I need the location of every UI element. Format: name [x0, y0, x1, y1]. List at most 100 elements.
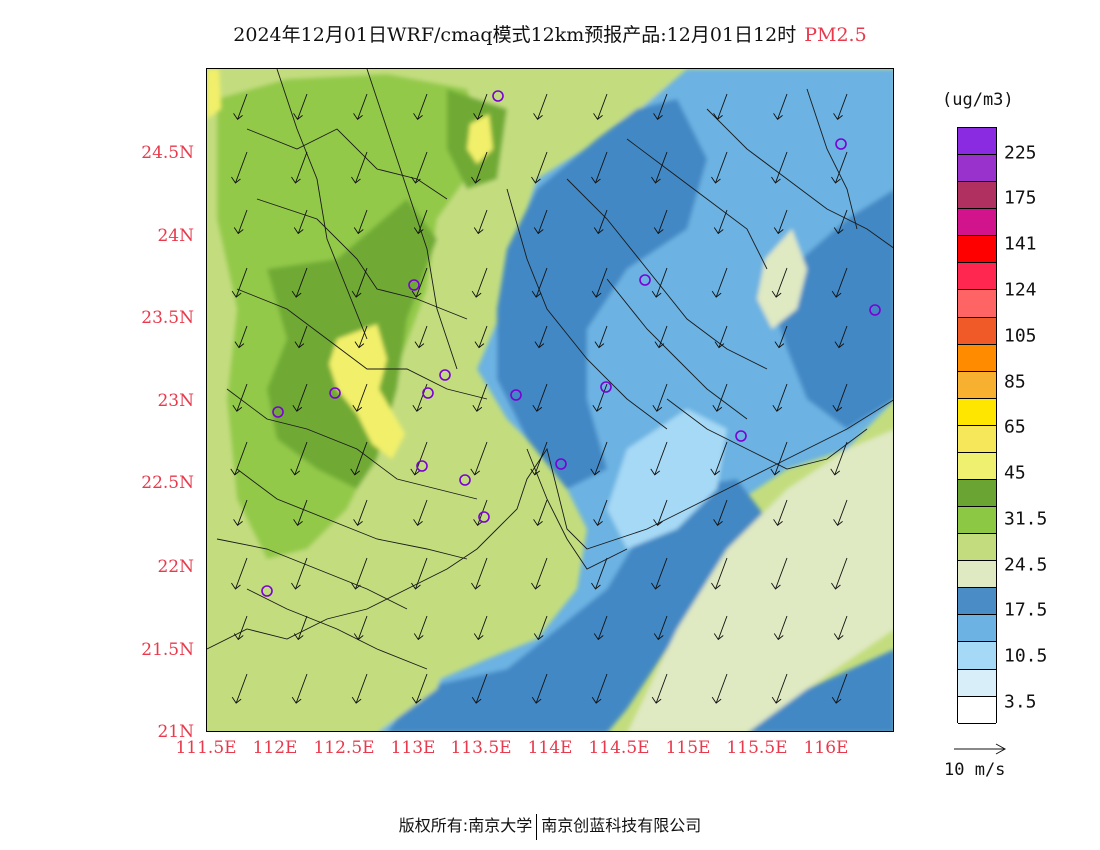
- wind-arrow-icon: [832, 383, 848, 412]
- legend-swatch: [958, 534, 996, 562]
- wind-arrow-icon: [771, 267, 788, 298]
- wind-arrow-icon: [650, 441, 668, 476]
- field-yellow-corner: [207, 69, 221, 119]
- lon-label-116: 116E: [803, 738, 849, 758]
- wind-arrow-icon: [591, 673, 608, 704]
- copyright-org2: 南京创蓝科技有限公司: [541, 816, 702, 835]
- wind-arrow-icon: [593, 93, 608, 121]
- field-green-south: [267, 589, 457, 731]
- wind-arrow-icon: [773, 209, 788, 235]
- lat-label-23.5: 23.5N: [141, 308, 194, 328]
- chart-title: 2024年12月01日WRF/cmaq模式12km预报产品:12月01日12时 P…: [0, 20, 1100, 47]
- station-marker-icon: [869, 304, 881, 316]
- lon-label-112.5: 112.5E: [313, 738, 375, 758]
- wind-arrow-icon: [291, 557, 308, 590]
- wind-arrow-icon: [411, 267, 428, 298]
- field-blue-dark-2: [767, 190, 893, 429]
- wind-arrow-icon: [413, 615, 428, 641]
- wind-arrow-icon: [833, 499, 848, 527]
- legend-swatch: [958, 507, 996, 535]
- wind-arrow-icon: [533, 499, 548, 527]
- wind-arrow-icon: [590, 441, 608, 476]
- legend-swatch: [958, 642, 996, 670]
- lon-label-112: 112E: [252, 738, 298, 758]
- wind-arrow-icon: [711, 267, 728, 298]
- station-marker-icon: [835, 138, 847, 150]
- wind-arrow-icon: [413, 93, 428, 121]
- lat-label-22: 22N: [157, 557, 194, 577]
- station-marker-icon: [492, 90, 504, 102]
- wind-arrow-icon: [470, 441, 488, 476]
- wind-arrow-icon: [591, 557, 608, 590]
- legend-label: 24.5: [1004, 554, 1048, 576]
- wind-arrow-icon: [653, 209, 668, 235]
- legend-swatch: [958, 588, 996, 616]
- lon-label-115: 115E: [665, 738, 711, 758]
- wind-arrow-icon: [353, 93, 368, 121]
- legend-label: 175: [1004, 187, 1037, 209]
- station-marker-icon: [439, 369, 451, 381]
- legend-swatch: [958, 128, 996, 156]
- field-blue-mid: [378, 69, 893, 731]
- legend-swatch: [958, 425, 996, 453]
- wind-arrow-icon: [651, 673, 668, 704]
- wind-arrow-icon: [591, 267, 608, 298]
- legend-label: 17.5: [1004, 599, 1048, 621]
- wind-arrow-icon: [711, 673, 728, 704]
- wind-arrow-icon: [714, 325, 728, 349]
- station-marker-icon: [459, 474, 471, 486]
- wind-arrow-icon: [773, 615, 788, 641]
- wind-arrow-icon: [293, 499, 308, 527]
- admin-boundaries: [216, 69, 893, 670]
- wind-arrow-icon: [233, 93, 248, 121]
- wind-arrow-icon: [231, 267, 248, 298]
- wind-arrow-icon: [413, 209, 428, 235]
- wind-scale-arrow-icon: [954, 743, 1007, 755]
- wind-arrow-icon: [411, 673, 428, 704]
- wind-arrow-icon: [711, 557, 728, 590]
- wind-arrow-icon: [531, 267, 548, 298]
- lat-label-24.5: 24.5N: [141, 143, 194, 163]
- wind-arrow-icon: [654, 325, 668, 349]
- copyright-org1: 南京大学: [468, 816, 533, 835]
- wind-arrow-icon: [531, 151, 548, 184]
- wind-arrow-icon: [351, 673, 368, 704]
- legend-swatch: [958, 696, 996, 724]
- wind-arrow-icon: [713, 93, 728, 121]
- wind-arrow-icon: [591, 151, 608, 184]
- lon-label-114.5: 114.5E: [588, 738, 650, 758]
- wind-arrow-icon: [653, 499, 668, 527]
- field-pale-island: [757, 229, 807, 329]
- wind-arrow-icon: [291, 673, 308, 704]
- wind-arrow-icon: [533, 615, 548, 641]
- wind-arrow-icon: [592, 383, 608, 412]
- coastline: [207, 399, 893, 650]
- concentration-map: [207, 69, 893, 731]
- wind-arrow-icon: [351, 557, 368, 590]
- wind-arrow-icon: [354, 325, 368, 349]
- wind-arrow-icon: [471, 151, 488, 184]
- wind-arrow-icon: [712, 383, 728, 412]
- wind-arrow-icon: [233, 209, 248, 235]
- wind-arrow-icon: [474, 325, 488, 349]
- wind-arrow-icon: [593, 209, 608, 235]
- wind-arrow-icon: [473, 615, 488, 641]
- wind-arrow-icon: [713, 209, 728, 235]
- wind-arrow-icon: [533, 209, 548, 235]
- wind-arrow-icon: [231, 151, 248, 184]
- wind-arrow-icon: [534, 325, 548, 349]
- wind-arrow-icon: [472, 383, 488, 412]
- legend-unit: (ug/m3): [942, 90, 1014, 110]
- wind-arrow-icon: [594, 325, 608, 349]
- wind-arrow-icon: [353, 615, 368, 641]
- wind-arrow-icon: [771, 151, 788, 184]
- legend-label: 225: [1004, 142, 1037, 164]
- wind-arrow-icon: [471, 673, 488, 704]
- field-yellow-core: [329, 324, 405, 459]
- wind-arrow-icon: [293, 93, 308, 121]
- wind-arrow-icon: [530, 441, 548, 476]
- wind-arrow-icon: [413, 499, 428, 527]
- wind-arrow-icon: [232, 383, 248, 412]
- station-marker-icon: [478, 511, 490, 523]
- wind-arrow-icon: [653, 615, 668, 641]
